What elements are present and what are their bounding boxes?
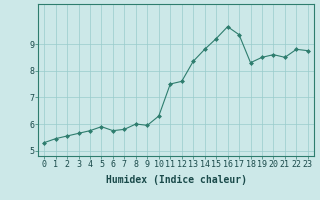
X-axis label: Humidex (Indice chaleur): Humidex (Indice chaleur) (106, 175, 246, 185)
